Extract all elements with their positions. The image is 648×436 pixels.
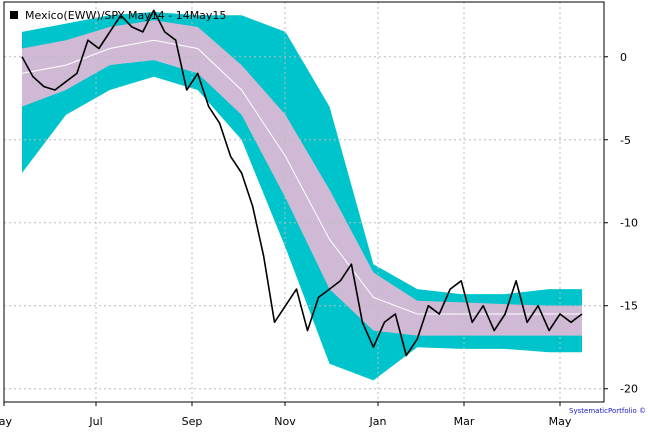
plot-frame <box>3 1 605 403</box>
x-tick-label: Nov <box>274 415 296 428</box>
y-tick-label: -10 <box>620 217 638 230</box>
legend-label: Mexico(EWW)/SPY May14 - 14May15 <box>25 9 226 22</box>
legend: Mexico(EWW)/SPY May14 - 14May15 <box>10 9 226 22</box>
x-tick-label: Sep <box>182 415 203 428</box>
bands-layer <box>22 12 582 381</box>
y-tick-label: -20 <box>620 383 638 396</box>
legend-marker <box>10 11 18 19</box>
inner-band <box>22 20 582 336</box>
axes-layer: 0 -5 -10 -15 -20 ay Jul Sep Nov Jan Mar May <box>0 1 638 428</box>
band-center-line <box>21 39 582 315</box>
x-tick-label: Jul <box>88 415 102 428</box>
x-tick-label: Jan <box>369 415 387 428</box>
y-tick-label: 0 <box>620 51 627 64</box>
x-tick-label: ay <box>0 415 12 428</box>
x-tick-label: Mar <box>454 415 475 428</box>
series-line-mexico-spy <box>21 9 583 357</box>
watermark: SystematicPortfolio © <box>569 407 646 415</box>
y-tick-label: -5 <box>620 134 631 147</box>
x-tick-label: May <box>549 415 572 428</box>
lines-layer <box>21 9 583 357</box>
y-tick-label: -15 <box>620 300 638 313</box>
